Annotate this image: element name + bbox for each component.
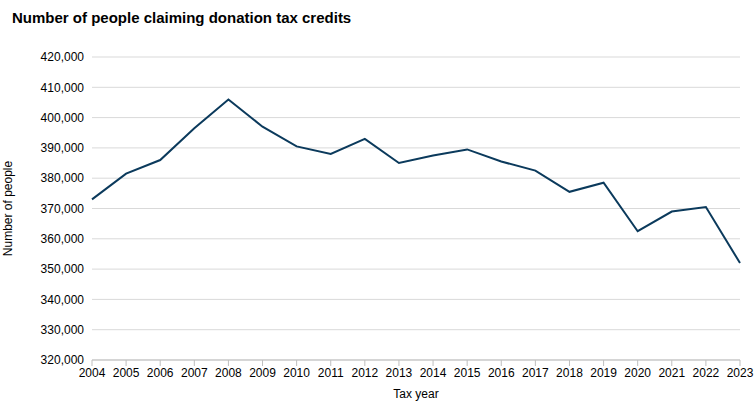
svg-text:2023: 2023 bbox=[727, 366, 748, 380]
svg-text:2007: 2007 bbox=[181, 366, 208, 380]
svg-text:2012: 2012 bbox=[351, 366, 378, 380]
html-text:Number of people claiming dona: Number of people claiming donation tax c… bbox=[12, 9, 352, 26]
svg-text:2018: 2018 bbox=[556, 366, 583, 380]
svg-text:2017: 2017 bbox=[522, 366, 549, 380]
svg-text:2021: 2021 bbox=[658, 366, 685, 380]
svg-text:2006: 2006 bbox=[147, 366, 174, 380]
svg-text:2016: 2016 bbox=[488, 366, 515, 380]
svg-text:400,000: 400,000 bbox=[41, 111, 85, 125]
svg-text:2015: 2015 bbox=[454, 366, 481, 380]
svg-text:390,000: 390,000 bbox=[41, 141, 85, 155]
svg-text:2013: 2013 bbox=[386, 366, 413, 380]
svg-text:2005: 2005 bbox=[113, 366, 140, 380]
svg-text:2004: 2004 bbox=[79, 366, 106, 380]
svg-text:Number of people: Number of people bbox=[8, 160, 15, 256]
svg-text:2011: 2011 bbox=[318, 366, 344, 380]
svg-text:340,000: 340,000 bbox=[41, 293, 85, 307]
svg-text:2019: 2019 bbox=[590, 366, 617, 380]
svg-text:330,000: 330,000 bbox=[41, 323, 85, 337]
svg-text:Tax year: Tax year bbox=[393, 387, 438, 401]
svg-text:360,000: 360,000 bbox=[41, 232, 85, 246]
svg-text:2009: 2009 bbox=[249, 366, 276, 380]
svg-text:420,000: 420,000 bbox=[41, 50, 85, 64]
svg-text:350,000: 350,000 bbox=[41, 262, 85, 276]
svg-text:380,000: 380,000 bbox=[41, 171, 85, 185]
svg-text:2022: 2022 bbox=[693, 366, 720, 380]
svg-text:370,000: 370,000 bbox=[41, 202, 85, 216]
svg-text:2014: 2014 bbox=[420, 366, 447, 380]
svg-text:2010: 2010 bbox=[283, 366, 310, 380]
svg-text:2008: 2008 bbox=[215, 366, 242, 380]
svg-text:2020: 2020 bbox=[624, 366, 651, 380]
svg-text:410,000: 410,000 bbox=[41, 81, 85, 95]
svg-text:320,000: 320,000 bbox=[41, 353, 85, 367]
